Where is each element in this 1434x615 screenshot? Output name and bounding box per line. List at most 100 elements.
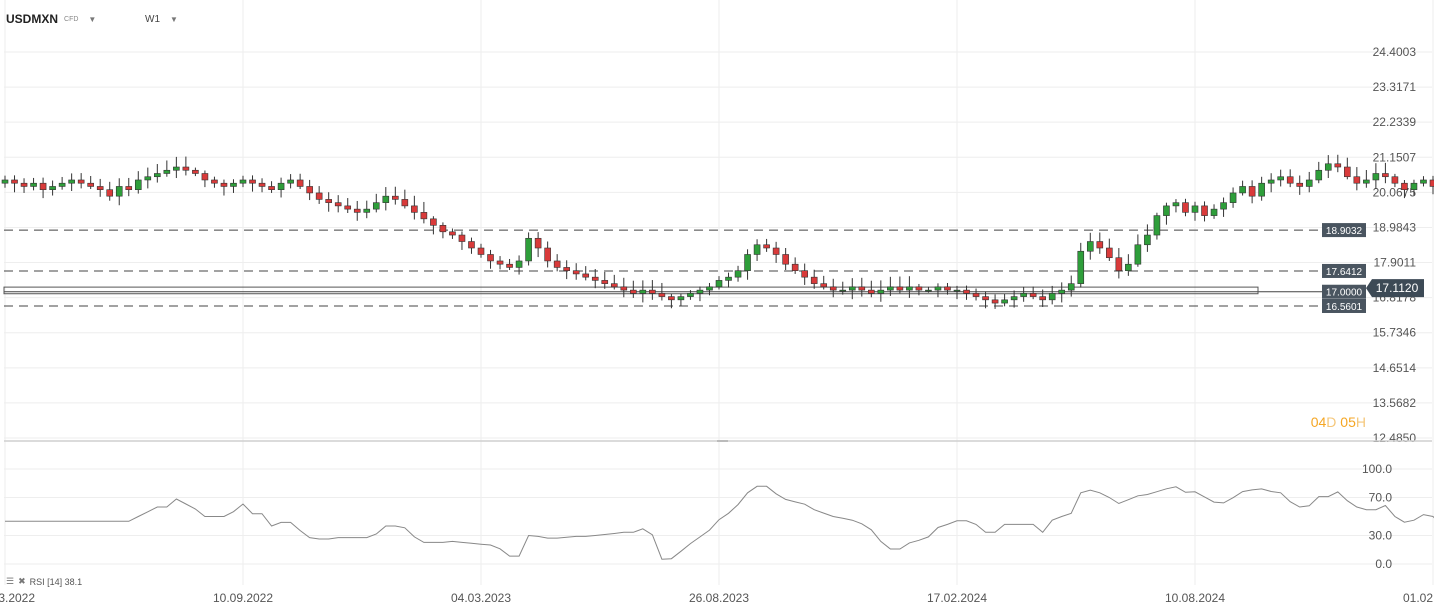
candle xyxy=(944,283,951,295)
chart-header: USDMXN CFD ▼ xyxy=(6,10,96,28)
candle-body xyxy=(382,195,390,203)
candle xyxy=(1001,294,1008,307)
candle-body xyxy=(658,293,666,297)
candle-body xyxy=(420,212,428,220)
candle-body xyxy=(468,241,475,249)
candle xyxy=(1372,163,1380,190)
candle-body xyxy=(144,176,152,181)
time-axis-label: 26.08.2023 xyxy=(689,591,749,605)
candle xyxy=(49,180,56,196)
candle xyxy=(972,288,980,301)
candle xyxy=(344,198,352,214)
candle-body xyxy=(782,254,789,265)
candle xyxy=(1125,254,1132,276)
candle-body xyxy=(115,186,123,197)
candle-body xyxy=(125,186,133,190)
candle-body xyxy=(1106,247,1113,259)
candle xyxy=(506,258,513,271)
candle-body xyxy=(68,179,75,184)
instrument-type-badge: CFD xyxy=(64,15,79,23)
candle-body xyxy=(1077,250,1085,284)
candle-body xyxy=(353,208,361,213)
candle xyxy=(782,247,789,271)
candle-body xyxy=(392,195,399,200)
candle xyxy=(487,249,494,269)
candle xyxy=(820,275,828,290)
candle-body xyxy=(439,225,447,233)
price-axis-label: 24.4003 xyxy=(1373,45,1417,59)
price-axis-label: 18.9843 xyxy=(1373,220,1417,234)
candle-body xyxy=(1353,176,1361,184)
candle-body xyxy=(1410,182,1418,190)
candle xyxy=(649,280,656,300)
candle-body xyxy=(344,205,352,210)
candle-body xyxy=(11,179,18,184)
level-tag xyxy=(1322,223,1366,238)
candle-body xyxy=(1115,257,1123,271)
candle-body xyxy=(801,270,808,278)
close-icon[interactable]: ✖ xyxy=(18,576,26,586)
candle-body xyxy=(154,173,161,178)
candle xyxy=(239,175,247,188)
rsi-axis-label: 100.0 xyxy=(1362,462,1392,476)
price-axis-label: 12.4850 xyxy=(1373,431,1417,445)
candle xyxy=(1258,176,1265,201)
candle xyxy=(1344,157,1351,180)
candle-body xyxy=(430,218,437,226)
candle xyxy=(658,282,666,301)
candle xyxy=(211,176,218,188)
candle xyxy=(1410,179,1418,196)
candle-body xyxy=(411,205,418,213)
candle-body xyxy=(1286,176,1294,184)
candle xyxy=(1134,234,1142,267)
candle-body xyxy=(753,244,761,255)
timeframe-caret-down-icon[interactable]: ▼ xyxy=(170,14,178,24)
candle xyxy=(353,200,361,221)
candle-body xyxy=(1067,283,1075,291)
symbol-name[interactable]: USDMXN xyxy=(6,12,59,26)
symbol-caret-down-icon[interactable]: ▼ xyxy=(88,14,97,24)
timeframe-selector[interactable]: W1 ▼ xyxy=(145,10,178,28)
candle xyxy=(1029,286,1037,300)
candle xyxy=(1305,171,1313,193)
current-price-tag xyxy=(1366,279,1424,298)
candle-body xyxy=(96,186,104,190)
candle-body xyxy=(1029,293,1037,297)
candle-body xyxy=(1182,202,1189,213)
candle xyxy=(468,237,475,254)
candle-body xyxy=(1144,234,1151,246)
candle xyxy=(192,167,199,177)
candle xyxy=(1020,286,1027,302)
settings-icon[interactable]: ☰ xyxy=(6,576,15,586)
candle xyxy=(868,280,875,298)
candle-body xyxy=(1086,241,1094,252)
candle xyxy=(1296,175,1304,195)
candle-body xyxy=(1191,205,1199,213)
candle-body xyxy=(887,286,894,291)
candle-body xyxy=(639,289,647,294)
time-axis-label: 19.03.2022 xyxy=(0,591,35,605)
time-axis-label: 10.09.2022 xyxy=(213,591,273,605)
candle-body xyxy=(982,296,989,301)
candle-body xyxy=(772,247,780,255)
candle-body xyxy=(544,247,551,262)
candle-countdown: 04D 05H xyxy=(1311,414,1366,430)
candle-body xyxy=(810,276,818,284)
candle xyxy=(553,254,561,272)
candle xyxy=(1334,154,1342,173)
candle xyxy=(372,193,380,213)
timeframe-label[interactable]: W1 xyxy=(145,13,160,25)
candle-body xyxy=(1163,205,1170,216)
candle-body xyxy=(1344,166,1351,178)
candle xyxy=(953,285,961,300)
candle-body xyxy=(249,179,256,184)
candle xyxy=(1010,290,1018,308)
price-axis-label: 17.9011 xyxy=(1374,256,1417,270)
candle xyxy=(1391,173,1399,188)
candle xyxy=(363,200,371,219)
candle-body xyxy=(620,286,628,291)
candle xyxy=(1058,282,1066,303)
candle-body xyxy=(763,244,770,249)
candle xyxy=(1220,197,1227,217)
